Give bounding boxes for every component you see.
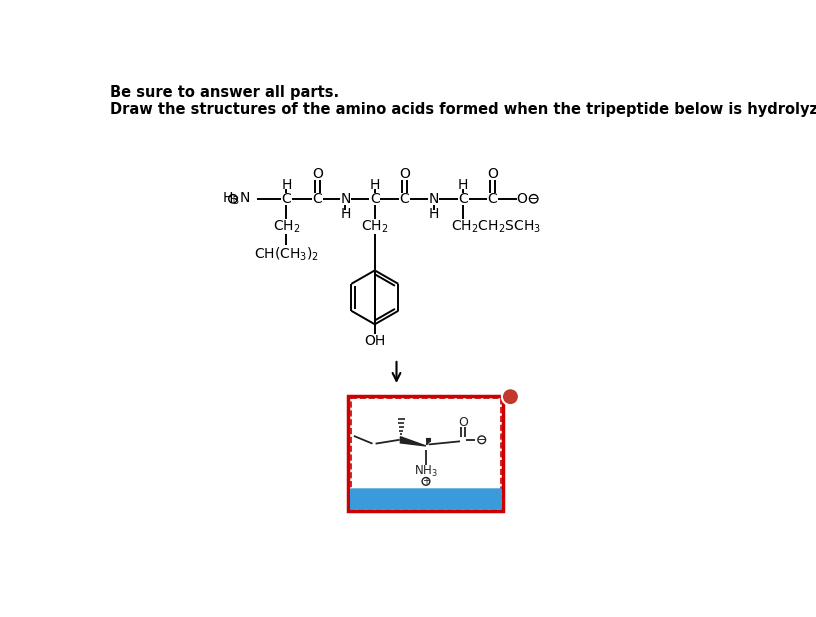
Text: C: C xyxy=(313,192,322,206)
Text: H: H xyxy=(428,207,439,221)
Bar xyxy=(348,396,503,511)
Text: C: C xyxy=(282,192,291,206)
Text: H: H xyxy=(370,178,380,192)
Text: edit structure ...: edit structure ... xyxy=(356,492,496,507)
Text: X: X xyxy=(506,390,515,403)
Polygon shape xyxy=(401,437,426,446)
Text: +: + xyxy=(229,194,237,204)
Text: H$_3$N: H$_3$N xyxy=(222,191,250,207)
Text: O: O xyxy=(399,167,410,181)
Circle shape xyxy=(502,388,519,405)
Text: H: H xyxy=(458,178,468,192)
Text: CH$_2$: CH$_2$ xyxy=(273,218,300,234)
Text: −: − xyxy=(477,435,486,445)
Text: O: O xyxy=(487,167,498,181)
Text: CH(CH$_3$)$_2$: CH(CH$_3$)$_2$ xyxy=(254,246,319,263)
Text: O: O xyxy=(312,167,323,181)
Text: C: C xyxy=(488,192,498,206)
Text: H: H xyxy=(340,207,351,221)
Text: O: O xyxy=(459,416,468,429)
Text: H: H xyxy=(282,178,291,192)
Text: N: N xyxy=(340,192,351,206)
Text: CH$_2$CH$_2$SCH$_3$: CH$_2$CH$_2$SCH$_3$ xyxy=(450,218,541,234)
Text: C: C xyxy=(459,192,468,206)
Text: −: − xyxy=(529,194,539,204)
Text: NH$_3$: NH$_3$ xyxy=(414,464,438,479)
Text: OH: OH xyxy=(364,334,385,348)
Text: N: N xyxy=(428,192,439,206)
FancyBboxPatch shape xyxy=(350,488,502,510)
Text: C: C xyxy=(370,192,379,206)
Text: Draw the structures of the amino acids formed when the tripeptide below is hydro: Draw the structures of the amino acids f… xyxy=(109,102,816,117)
Text: Be sure to answer all parts.: Be sure to answer all parts. xyxy=(109,85,339,100)
Text: C: C xyxy=(399,192,409,206)
Text: O: O xyxy=(517,192,527,206)
Text: +: + xyxy=(422,476,430,486)
Text: CH$_2$: CH$_2$ xyxy=(361,218,388,234)
